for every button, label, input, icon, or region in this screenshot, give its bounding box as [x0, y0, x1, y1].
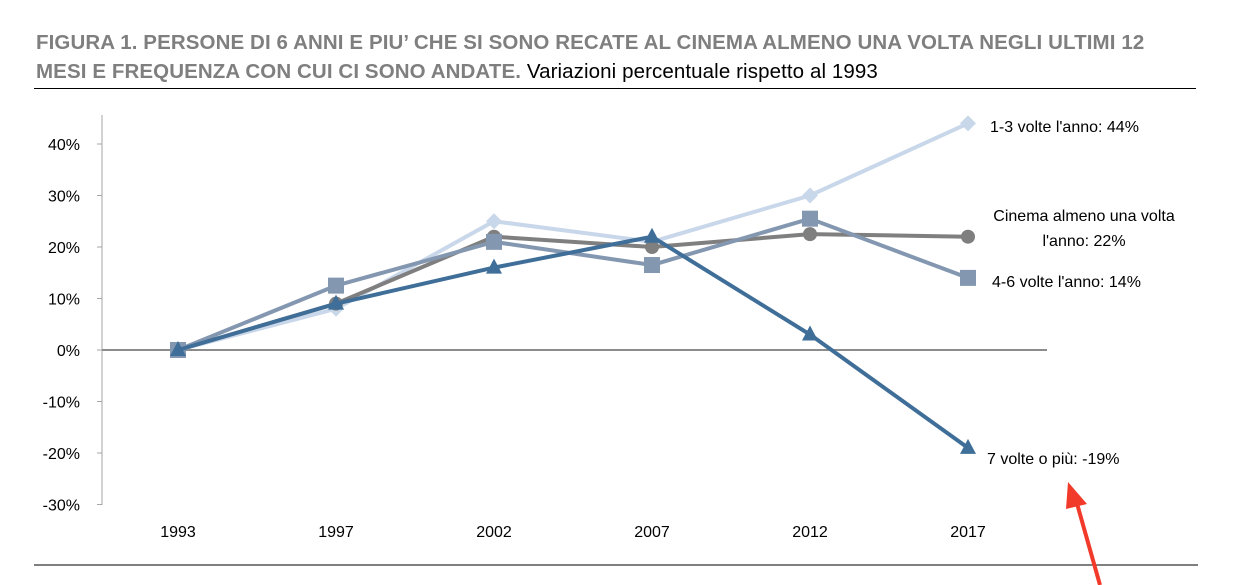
series-line-3: [177, 234, 970, 450]
x-tick-label: 1997: [318, 524, 354, 541]
data-point-triangle: [486, 258, 502, 274]
series-label: 7 volte o più: -19%: [987, 451, 1120, 468]
data-point-triangle: [960, 438, 976, 454]
data-point-circle: [803, 227, 817, 242]
title-text: FIGURA 1. PERSONE DI 6 ANNI E PIU’ CHE S…: [36, 31, 1145, 83]
data-point-square: [486, 233, 502, 250]
header-rule: [34, 88, 1196, 89]
series-label: Cinema almeno una volta: [993, 208, 1175, 225]
y-tick-label: -10%: [43, 395, 80, 412]
y-tick-label: 40%: [48, 137, 80, 154]
x-tick-label: 2007: [634, 524, 670, 541]
y-tick-label: 10%: [48, 292, 80, 309]
data-point-diamond: [802, 187, 818, 204]
data-point-circle: [645, 240, 659, 254]
data-point-diamond: [960, 115, 976, 132]
data-point-square: [328, 277, 344, 294]
data-point-triangle: [644, 227, 660, 243]
data-point-circle: [961, 229, 975, 244]
data-point-triangle: [170, 341, 186, 356]
y-tick-label: -20%: [43, 446, 80, 463]
annotation-arrow: [1074, 499, 1102, 585]
series-label: l'anno: 22%: [1042, 233, 1125, 250]
data-point-triangle: [328, 294, 344, 310]
x-tick-label: 2017: [950, 524, 986, 541]
x-tick-label: 2002: [476, 524, 512, 541]
series-label: 4-6 volte l'anno: 14%: [992, 274, 1141, 291]
series-label: 1-3 volte l'anno: 44%: [990, 119, 1139, 136]
data-point-diamond: [486, 213, 502, 230]
y-tick-label: 20%: [48, 240, 80, 257]
y-tick-label: 30%: [48, 189, 80, 206]
data-point-triangle: [802, 325, 818, 341]
subtitle-text: Variazioni percentuale rispetto al 1993: [526, 60, 878, 83]
chart-title: FIGURA 1. PERSONE DI 6 ANNI E PIU’ CHE S…: [36, 28, 1196, 86]
series-line-0: [177, 121, 969, 352]
x-tick-label: 1993: [160, 524, 196, 541]
series-line-2: [177, 216, 969, 352]
y-tick-label: -30%: [43, 498, 80, 515]
annotation-arrow-head: [1066, 482, 1087, 509]
x-tick-label: 2012: [792, 524, 828, 541]
data-point-square: [960, 269, 976, 286]
y-tick-label: 0%: [57, 343, 80, 360]
data-point-square: [802, 210, 818, 227]
data-point-square: [644, 257, 660, 274]
